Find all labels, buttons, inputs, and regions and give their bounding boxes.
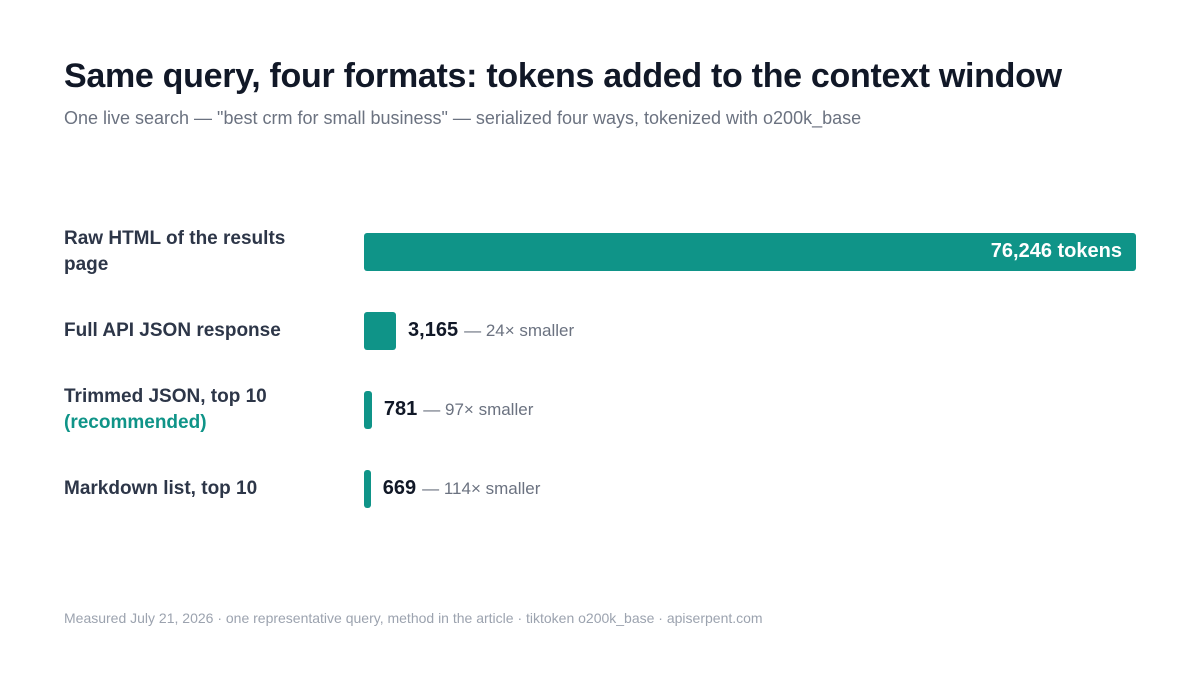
chart-footer: Measured July 21, 2026 · one representat… [64, 610, 763, 626]
chart-title: Same query, four formats: tokens added t… [64, 57, 1062, 95]
category-label: Raw HTML of the results page [64, 226, 334, 278]
bar [364, 391, 372, 429]
bar-annotation: 669 — 114× smaller [383, 477, 545, 500]
bar-annotation: 3,165 — 24× smaller [408, 319, 578, 342]
chart-subtitle: One live search — "best crm for small bu… [64, 108, 862, 128]
bar [364, 470, 371, 508]
reduction-ratio-label: — 97× smaller [423, 400, 534, 419]
bar-value-label: 76,246 tokens [990, 240, 1122, 262]
category-label-text: Trimmed JSON, top 10 [64, 386, 267, 407]
bar-value-label: 669 [382, 477, 417, 499]
category-label: Trimmed JSON, top 10 (recommended) [64, 384, 334, 436]
bar-annotation: 781 — 97× smaller [384, 398, 537, 421]
reduction-ratio-label: — 114× smaller [422, 479, 541, 498]
category-label: Full API JSON response [64, 318, 334, 344]
bar [364, 233, 1136, 271]
category-label-text: Full API JSON response [64, 320, 281, 341]
bar-value-label: 781 [383, 398, 418, 420]
reduction-ratio-label: — 24× smaller [464, 321, 575, 340]
category-label-text: Markdown list, top 10 [64, 478, 258, 499]
bar [364, 312, 397, 350]
recommended-note: (recommended) [64, 412, 207, 433]
category-label-text: Raw HTML of the results page [64, 228, 286, 275]
category-label: Markdown list, top 10 [64, 476, 334, 502]
bar-value-label: 3,165 [408, 319, 459, 341]
